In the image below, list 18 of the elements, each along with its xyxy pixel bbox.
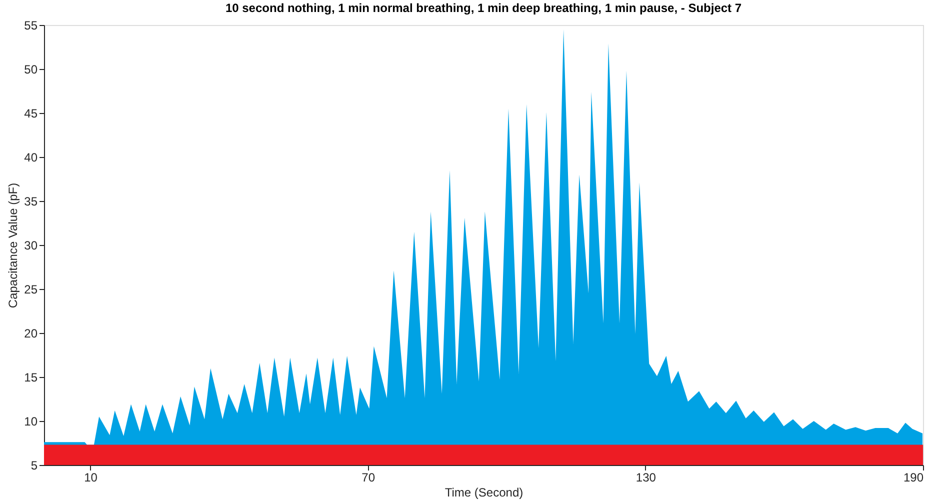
x-tick-label: 190 [903,470,924,484]
y-tick-label: 50 [24,62,38,76]
x-tick-label: 70 [362,470,376,484]
x-tick-label: 130 [636,470,656,484]
y-tick-label: 55 [24,18,38,32]
y-tick-label: 10 [24,414,38,428]
y-axis-title: Capacitance Value (pF) [6,182,20,308]
y-tick-label: 15 [24,370,38,384]
y-tick-label: 30 [24,238,38,252]
x-axis-title: Time (Second) [444,486,524,500]
y-tick-label: 45 [24,106,38,120]
chart-title: 10 second nothing, 1 min normal breathing, 1 min deep breathing, 1 min pause, - Subject 7 [225,1,742,15]
y-tick-label: 20 [24,326,38,340]
x-tick-label: 10 [84,470,98,484]
y-tick-label: 40 [24,150,38,164]
y-tick-label: 25 [24,282,38,296]
y-tick-label: 35 [24,194,38,208]
y-tick-label: 5 [30,458,38,472]
